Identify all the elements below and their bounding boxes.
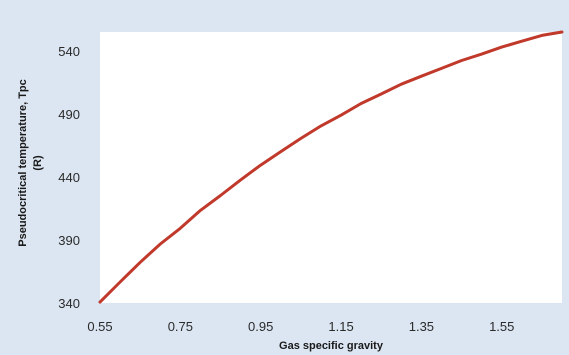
x-tick-label: 0.95 bbox=[248, 319, 273, 334]
series-line bbox=[98, 30, 564, 304]
y-tick-label: 490 bbox=[58, 107, 80, 122]
series-layer bbox=[98, 30, 564, 304]
x-tick-label: 1.55 bbox=[489, 319, 514, 334]
y-tick-label: 540 bbox=[58, 44, 80, 59]
y-axis-title-line2: (R) bbox=[32, 155, 44, 171]
x-tick-labels: 0.55 0.75 0.95 1.15 1.35 1.55 bbox=[87, 319, 514, 334]
y-tick-labels: 340 390 440 490 540 bbox=[58, 44, 80, 311]
y-tick-label: 340 bbox=[58, 296, 80, 311]
x-tick-label: 0.75 bbox=[168, 319, 193, 334]
x-tick-label: 1.35 bbox=[409, 319, 434, 334]
plot-area bbox=[100, 32, 562, 303]
y-tick-label: 440 bbox=[58, 170, 80, 185]
y-tick-label: 390 bbox=[58, 233, 80, 248]
x-axis-title: Gas specific gravity bbox=[279, 340, 384, 352]
x-tick-label: 1.15 bbox=[328, 319, 353, 334]
y-axis-title-line1: Pseudocritical temperature, Tpc bbox=[17, 79, 29, 247]
x-tick-label: 0.55 bbox=[87, 319, 112, 334]
